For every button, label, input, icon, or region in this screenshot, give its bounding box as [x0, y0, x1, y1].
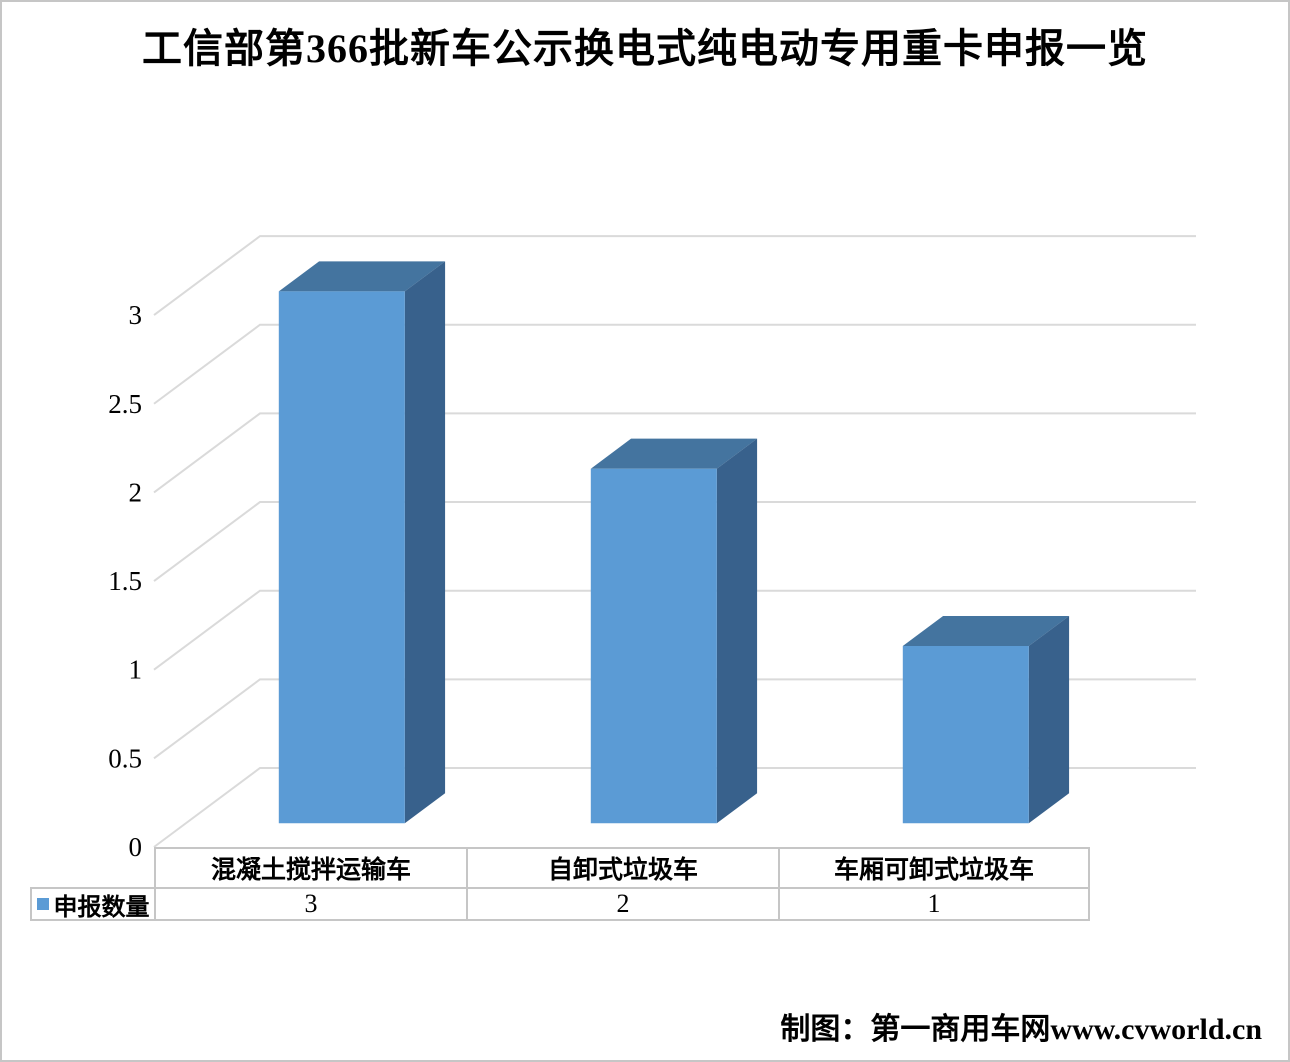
category-header-cell: 车厢可卸式垃圾车 — [778, 847, 1090, 887]
y-axis-tick-label: 1 — [129, 655, 143, 685]
gridline — [153, 678, 1196, 760]
gridline — [153, 412, 1196, 494]
y-axis-tick-label: 0 — [129, 832, 143, 862]
value-label: 2 — [616, 889, 630, 918]
chart-title: 工信部第366批新车公示换电式纯电动专用重卡申报一览 — [142, 26, 1148, 71]
category-header-cell: 自卸式垃圾车 — [466, 847, 778, 887]
data-table-value-row: 申报数量 3 2 1 — [30, 887, 1090, 921]
category-label: 混凝土搅拌运输车 — [210, 857, 411, 884]
category-header-cell: 混凝土搅拌运输车 — [154, 847, 466, 887]
gridline — [153, 235, 1196, 316]
value-cell: 3 — [154, 887, 466, 921]
legend-cell: 申报数量 — [30, 887, 154, 921]
bar-side-face — [404, 261, 446, 824]
y-axis-tick-label: 3 — [129, 300, 143, 330]
gridline — [153, 589, 1196, 671]
credit-text: 制图：第一商用车网www.cvworld.cn — [780, 1013, 1262, 1046]
legend-label: 申报数量 — [53, 894, 150, 921]
bar-front-face — [278, 291, 405, 824]
gridline — [153, 323, 1196, 405]
bar-top-face — [278, 261, 446, 292]
y-axis-tick-label: 1.5 — [108, 566, 142, 596]
bar-side-face — [1028, 615, 1070, 824]
plot-area: 0 0.5 1 1.5 2 2.5 3 — [108, 235, 1196, 862]
bar-top-face — [590, 438, 758, 469]
value-cell: 2 — [466, 887, 778, 921]
bar-top-face — [902, 615, 1070, 646]
y-axis-tick-label: 2 — [129, 477, 143, 507]
category-label: 车厢可卸式垃圾车 — [833, 857, 1034, 884]
bar-front-face — [902, 646, 1029, 824]
legend-marker-icon — [36, 898, 49, 910]
bar-front-face — [590, 468, 717, 824]
category-label: 自卸式垃圾车 — [547, 857, 698, 884]
y-axis-tick-label: 2.5 — [108, 389, 142, 419]
bar-side-face — [716, 438, 758, 824]
gridline — [153, 767, 1196, 848]
gridline — [153, 501, 1196, 582]
value-label: 3 — [304, 889, 318, 918]
value-label: 1 — [927, 889, 941, 918]
y-axis-tick-label: 0.5 — [108, 743, 142, 773]
category-header-row: 混凝土搅拌运输车 自卸式垃圾车 车厢可卸式垃圾车 — [154, 847, 1090, 887]
value-cell: 1 — [778, 887, 1090, 921]
